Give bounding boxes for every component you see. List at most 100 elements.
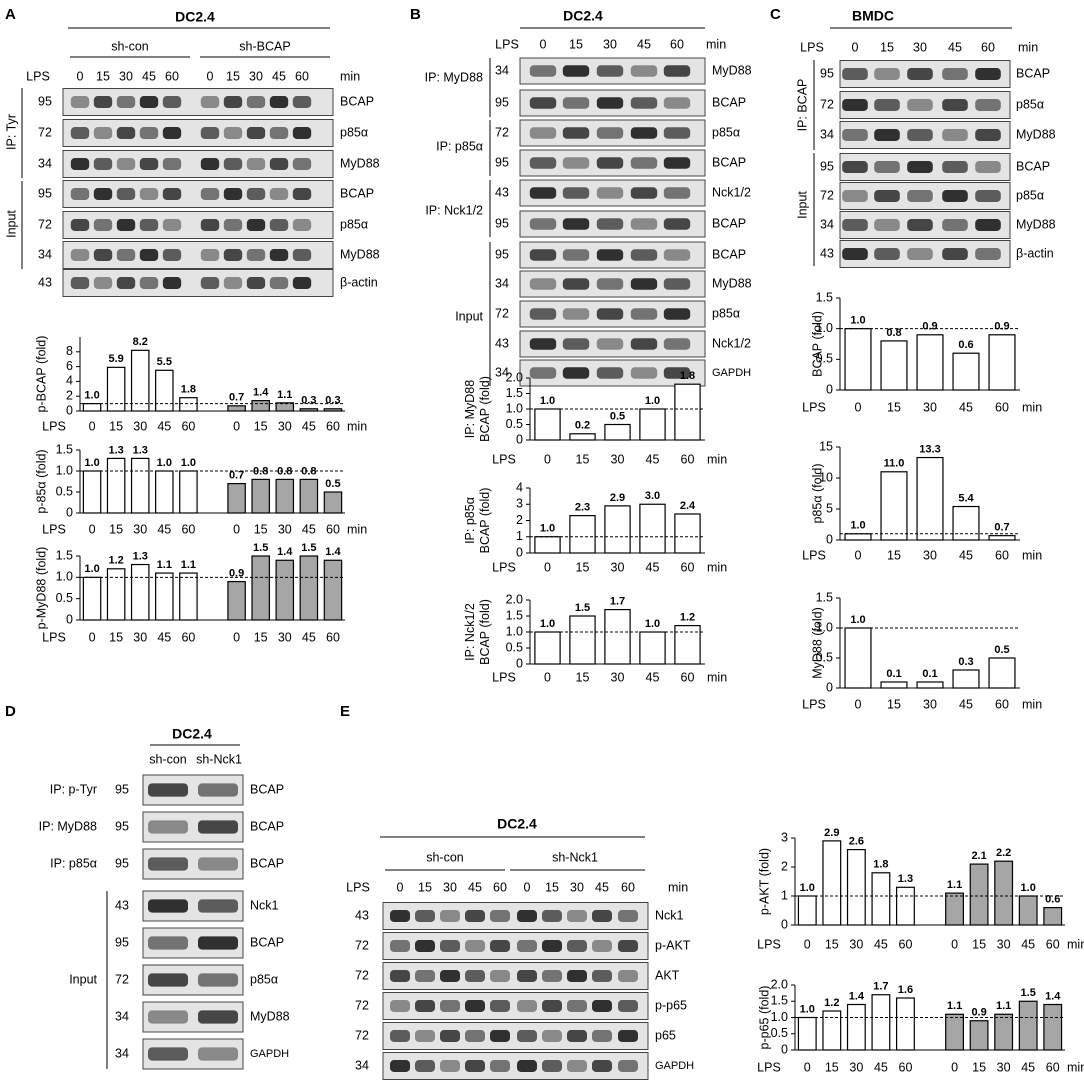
blot-band bbox=[630, 367, 658, 379]
mw-label: 72 bbox=[355, 1028, 369, 1042]
protein-label: BCAP bbox=[250, 856, 284, 870]
blot-band bbox=[842, 68, 868, 80]
time-label: 30 bbox=[913, 40, 927, 54]
protein-label: p85α bbox=[712, 125, 740, 139]
blot-band bbox=[223, 96, 243, 108]
blot-band bbox=[874, 129, 900, 141]
bar bbox=[988, 334, 1016, 391]
value-label: 0.5 bbox=[610, 410, 625, 422]
value-label: 0.8 bbox=[301, 465, 316, 477]
mw-label: 34 bbox=[820, 217, 834, 231]
protein-label: MyD88 bbox=[340, 247, 380, 261]
blot-band bbox=[269, 96, 289, 108]
y-tick-label: 2 bbox=[781, 859, 788, 873]
blot-band bbox=[874, 99, 900, 111]
time-label: 45 bbox=[595, 880, 609, 894]
blot-band bbox=[907, 99, 933, 111]
blot-band bbox=[592, 970, 612, 982]
blot-band bbox=[93, 96, 113, 108]
x-tick-label: 45 bbox=[1021, 937, 1035, 951]
x-tick-label: 45 bbox=[302, 419, 316, 433]
bar bbox=[130, 457, 150, 514]
protein-label: p-AKT bbox=[655, 938, 691, 952]
blot-band bbox=[223, 188, 243, 200]
value-label: 1.2 bbox=[108, 555, 123, 567]
mw-label: 95 bbox=[38, 94, 52, 108]
value-label: 1.0 bbox=[850, 520, 865, 532]
bar bbox=[988, 657, 1016, 689]
blot-band bbox=[567, 910, 587, 922]
time-label: 0 bbox=[77, 69, 84, 83]
group-label: sh-Nck1 bbox=[552, 850, 598, 864]
blot-band bbox=[630, 127, 658, 139]
bar bbox=[916, 334, 944, 391]
x-tick-label: 0 bbox=[89, 419, 96, 433]
x-label-end: min bbox=[347, 419, 367, 433]
x-tick-label: 30 bbox=[611, 560, 625, 574]
blot-band bbox=[630, 218, 658, 230]
value-label: 1.8 bbox=[181, 384, 196, 396]
value-label: 1.5 bbox=[253, 542, 268, 554]
mw-label: 95 bbox=[115, 819, 129, 833]
blot-band bbox=[942, 161, 968, 173]
blot-band bbox=[562, 249, 590, 261]
protein-label: GAPDH bbox=[250, 1048, 289, 1060]
x-tick-label: 60 bbox=[681, 560, 695, 574]
y-axis-label: BCAP (fold) bbox=[478, 376, 492, 442]
value-label: 1.2 bbox=[824, 997, 839, 1009]
x-label-end: min bbox=[707, 452, 727, 466]
protein-label: MyD88 bbox=[1016, 217, 1056, 231]
y-axis-label: IP: Nck1/2 bbox=[463, 603, 477, 661]
blot-band bbox=[440, 910, 460, 922]
y-axis-label: p-p65 (fold) bbox=[757, 986, 771, 1050]
x-tick-label: 0 bbox=[855, 548, 862, 562]
blot-band bbox=[529, 127, 557, 139]
x-tick-label: 0 bbox=[804, 937, 811, 951]
blot-band bbox=[200, 277, 220, 289]
y-tick-label: 3 bbox=[516, 497, 523, 511]
unit-label: min bbox=[340, 69, 360, 83]
blot-band bbox=[618, 970, 638, 982]
blot-band bbox=[842, 99, 868, 111]
x-tick-label: 45 bbox=[157, 630, 171, 644]
bar bbox=[797, 895, 817, 926]
blot-band bbox=[246, 188, 266, 200]
x-tick-label: 60 bbox=[181, 522, 195, 536]
x-tick-label: 15 bbox=[972, 937, 986, 951]
time-label: 15 bbox=[418, 880, 432, 894]
blot-band bbox=[200, 127, 220, 139]
x-tick-label: 0 bbox=[544, 670, 551, 684]
group-label: sh-con bbox=[149, 752, 187, 766]
protein-label: β-actin bbox=[1016, 246, 1054, 260]
value-label: 1.0 bbox=[850, 614, 865, 626]
treatment-label: LPS bbox=[346, 880, 370, 894]
value-label: 11.0 bbox=[884, 458, 905, 470]
blot-band bbox=[529, 218, 557, 230]
bar bbox=[969, 863, 989, 926]
value-label: 1.0 bbox=[157, 457, 172, 469]
blot-band bbox=[93, 127, 113, 139]
value-label: 1.4 bbox=[1045, 990, 1061, 1002]
time-label: 45 bbox=[142, 69, 156, 83]
blot-band bbox=[517, 970, 537, 982]
ip-label: IP: p85α bbox=[436, 139, 483, 153]
blot-band bbox=[269, 249, 289, 261]
x-tick-label: 15 bbox=[254, 419, 268, 433]
bar bbox=[945, 1013, 964, 1051]
blot-band bbox=[975, 99, 1001, 111]
value-label: 1.1 bbox=[277, 389, 292, 401]
x-tick-label: 0 bbox=[951, 937, 958, 951]
bar bbox=[880, 471, 908, 541]
blot-band bbox=[139, 127, 159, 139]
x-tick-label: 15 bbox=[109, 522, 123, 536]
value-label: 1.3 bbox=[133, 444, 148, 456]
x-tick-label: 30 bbox=[278, 630, 292, 644]
blot-band bbox=[246, 127, 266, 139]
y-tick-label: 1.5 bbox=[56, 442, 73, 456]
protein-label: BCAP bbox=[340, 186, 374, 200]
x-tick-label: 0 bbox=[544, 560, 551, 574]
x-tick-label: 30 bbox=[923, 548, 937, 562]
x-tick-label: 0 bbox=[233, 419, 240, 433]
cell-line: DC2.4 bbox=[175, 9, 215, 25]
group-label: sh-BCAP bbox=[239, 39, 290, 53]
